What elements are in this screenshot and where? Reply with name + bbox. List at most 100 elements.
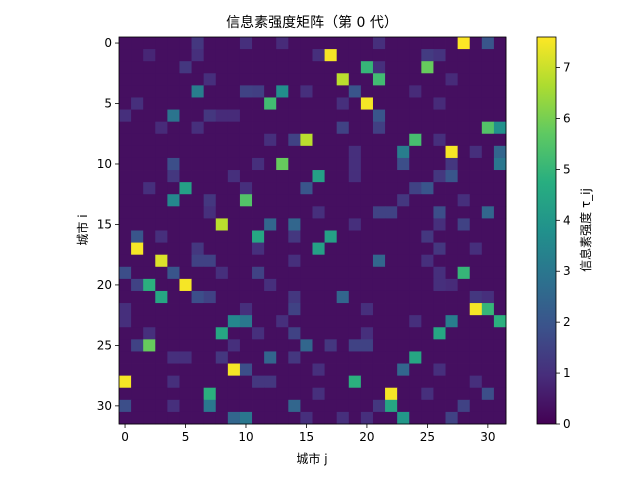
heatmap-cell: [215, 375, 229, 389]
heatmap-cell: [360, 97, 374, 110]
heatmap-cell: [143, 218, 156, 231]
heatmap-cell: [324, 206, 338, 219]
heatmap-cell: [409, 230, 422, 243]
heatmap-cell: [155, 266, 168, 280]
heatmap-cell: [179, 145, 192, 159]
heatmap-cell: [493, 375, 507, 389]
heatmap-cell: [179, 61, 192, 74]
heatmap-cell: [131, 109, 144, 123]
heatmap-cell: [445, 303, 459, 316]
heatmap-cell: [445, 327, 459, 340]
heatmap-cell: [179, 254, 192, 268]
heatmap-cell: [469, 375, 483, 389]
heatmap-cell: [239, 49, 253, 62]
heatmap-cell: [203, 399, 217, 413]
heatmap-cell: [167, 109, 180, 123]
heatmap-cell: [409, 49, 422, 62]
heatmap-cell: [191, 315, 205, 328]
heatmap-cell: [324, 339, 338, 352]
heatmap-cell: [336, 37, 350, 50]
heatmap-cell: [252, 157, 265, 171]
colorbar-tick-label: 0: [563, 417, 571, 431]
heatmap-cell: [276, 303, 289, 316]
heatmap-cell: [191, 387, 205, 401]
heatmap-cell: [300, 375, 313, 389]
heatmap-cell: [481, 170, 495, 183]
colorbar-tick-label: 7: [563, 61, 571, 75]
heatmap-cell: [481, 315, 495, 328]
heatmap-cell: [155, 145, 168, 159]
y-tick-label: 20: [97, 278, 112, 292]
heatmap-cell: [276, 363, 289, 377]
heatmap-cell: [397, 315, 410, 328]
heatmap-cell: [252, 194, 265, 207]
heatmap-cell: [252, 97, 265, 110]
heatmap-cell: [119, 411, 132, 425]
heatmap-cell: [167, 133, 180, 147]
heatmap-cell: [360, 254, 374, 268]
heatmap-cell: [409, 145, 422, 159]
heatmap-cell: [360, 290, 374, 304]
heatmap-cell: [276, 351, 289, 364]
heatmap-cell: [445, 278, 459, 292]
heatmap-cell: [131, 85, 144, 98]
heatmap-cell: [131, 411, 144, 425]
heatmap-cell: [360, 194, 374, 207]
heatmap-cell: [385, 327, 398, 340]
heatmap-cell: [143, 363, 156, 377]
heatmap-cell: [215, 254, 229, 268]
heatmap-cell: [167, 49, 180, 62]
heatmap-cell: [421, 97, 434, 110]
heatmap-cell: [143, 182, 156, 195]
heatmap-cell: [336, 109, 350, 123]
heatmap-cell: [312, 37, 325, 50]
heatmap-cell: [203, 218, 217, 231]
heatmap-cell: [179, 351, 192, 364]
heatmap-cell: [300, 266, 313, 280]
heatmap-cell: [155, 387, 168, 401]
heatmap-cell: [409, 339, 422, 352]
heatmap-cell: [360, 61, 374, 74]
heatmap-cell: [239, 266, 253, 280]
heatmap-cell: [324, 97, 338, 110]
heatmap-cell: [264, 182, 277, 195]
heatmap-cell: [288, 230, 301, 243]
heatmap-cell: [336, 266, 350, 280]
heatmap-cell: [445, 97, 459, 110]
heatmap-cell: [421, 73, 434, 86]
heatmap-cell: [469, 37, 483, 50]
heatmap-cell: [469, 182, 483, 195]
heatmap-cell: [336, 73, 350, 86]
heatmap-cell: [300, 206, 313, 219]
heatmap-cell: [493, 61, 507, 74]
heatmap-cell: [348, 61, 362, 74]
heatmap-cell: [300, 278, 313, 292]
heatmap-cell: [155, 182, 168, 195]
heatmap-cell: [385, 339, 398, 352]
heatmap-cell: [348, 194, 362, 207]
heatmap-cell: [239, 170, 253, 183]
heatmap-cell: [469, 218, 483, 231]
heatmap-cell: [481, 109, 495, 123]
heatmap-cell: [155, 327, 168, 340]
heatmap-cell: [227, 109, 241, 123]
chart-title: 信息素强度矩阵（第 0 代）: [226, 14, 398, 31]
heatmap-cell: [397, 37, 410, 50]
heatmap-cell: [348, 363, 362, 377]
heatmap-cell: [336, 278, 350, 292]
heatmap-cell: [179, 303, 192, 316]
heatmap-cell: [360, 278, 374, 292]
heatmap-cell: [493, 182, 507, 195]
heatmap-cell: [276, 411, 289, 425]
heatmap-cell: [336, 157, 350, 171]
heatmap-cell: [203, 61, 217, 74]
heatmap-cell: [324, 109, 338, 123]
heatmap-cell: [493, 218, 507, 231]
heatmap-cell: [155, 170, 168, 183]
heatmap-cell: [227, 363, 241, 377]
heatmap-cell: [131, 303, 144, 316]
heatmap-cell: [119, 387, 132, 401]
colorbar: [536, 36, 557, 425]
heatmap-cell: [215, 37, 229, 50]
heatmap-cell: [264, 363, 277, 377]
